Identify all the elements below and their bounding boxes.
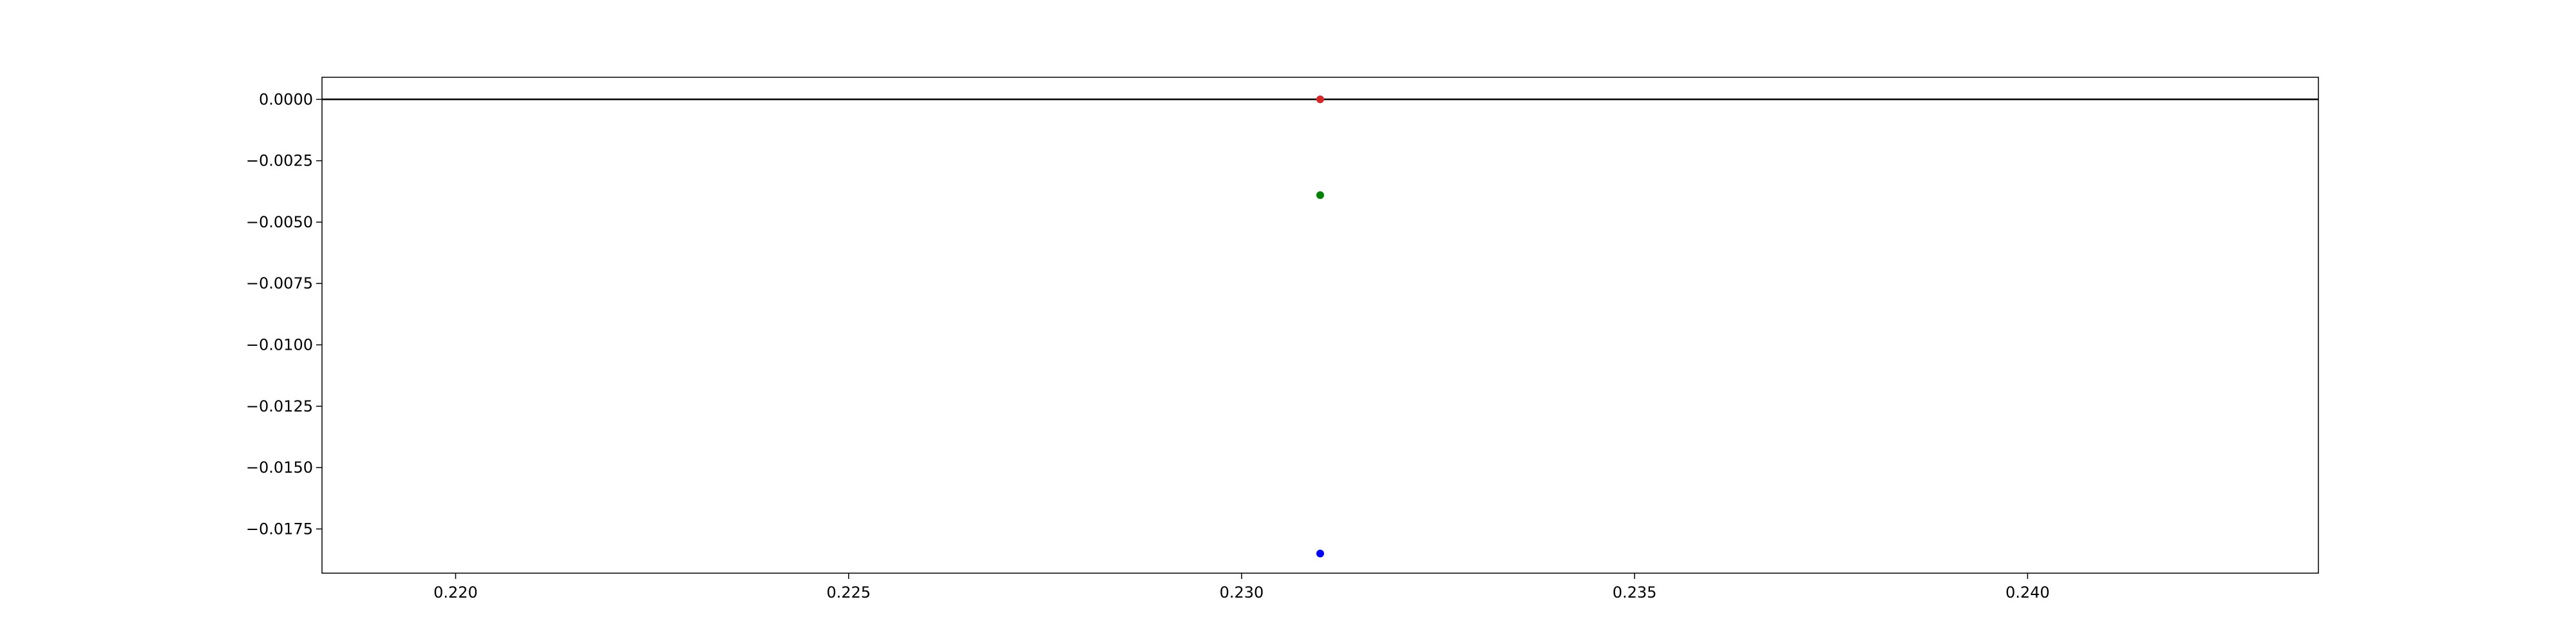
plot-area [321,77,2319,574]
x-tick-label: 0.220 [433,583,478,601]
y-axis-ticks: 0.0000 −0.0025 −0.0050 −0.0075 −0.0100 −0.012… [246,90,322,538]
x-tick-label: 0.230 [1220,583,1264,601]
x-axis-ticks: 0.220 0.225 0.230 0.235 0.240 [433,573,2050,601]
x-tick-label: 0.235 [1613,583,1657,601]
y-tick-label: −0.0075 [246,274,313,292]
x-tick-label: 0.225 [826,583,871,601]
y-tick-label: −0.0175 [246,520,313,538]
scatter-point [1316,95,1324,104]
y-tick-label: −0.0050 [246,213,313,231]
x-tick-label: 0.240 [2005,583,2050,601]
y-tick-label: −0.0125 [246,397,313,415]
y-tick-label: −0.0100 [246,336,313,354]
y-tick-label: −0.0025 [246,152,313,170]
y-tick-label: −0.0150 [246,459,313,477]
scatter-point [1316,191,1324,199]
scatter-point [1316,549,1324,558]
y-tick-label: 0.0000 [259,90,313,108]
data-points [1316,95,1324,558]
